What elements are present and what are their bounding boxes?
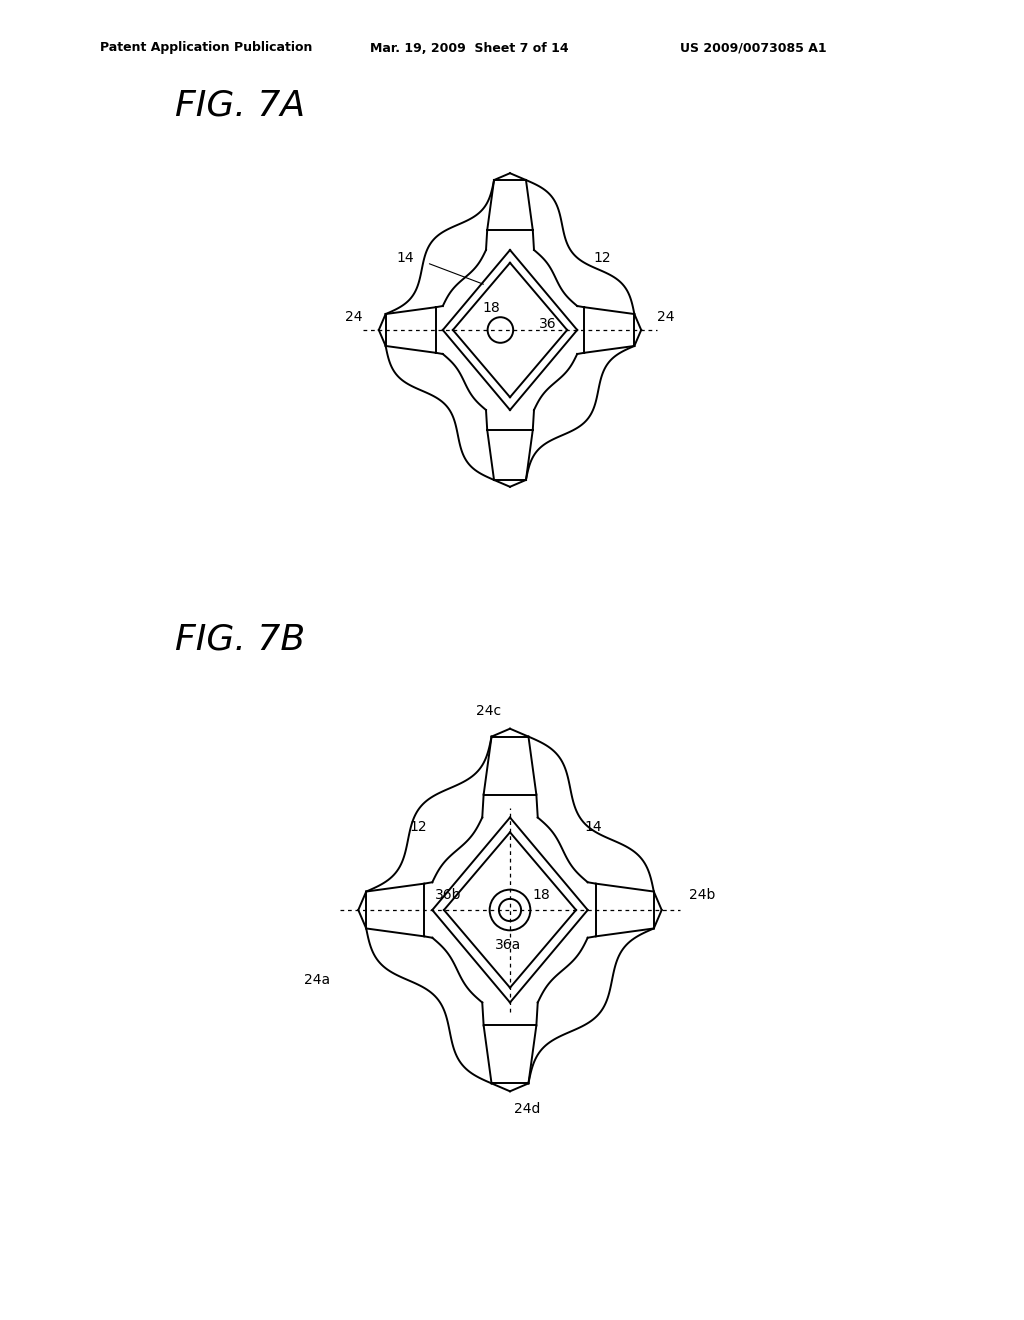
Text: 36a: 36a — [496, 937, 521, 952]
Text: 12: 12 — [410, 820, 427, 834]
Text: 24c: 24c — [475, 704, 501, 718]
Text: 14: 14 — [396, 251, 414, 265]
Text: 24d: 24d — [514, 1102, 540, 1117]
Text: 36b: 36b — [435, 888, 462, 902]
Text: 14: 14 — [584, 820, 602, 834]
Text: 18: 18 — [482, 301, 501, 314]
Text: 12: 12 — [593, 251, 611, 265]
Text: 18: 18 — [532, 888, 550, 902]
Text: US 2009/0073085 A1: US 2009/0073085 A1 — [680, 41, 826, 54]
Text: 24: 24 — [657, 310, 675, 325]
Text: FIG. 7A: FIG. 7A — [175, 88, 305, 121]
Text: Mar. 19, 2009  Sheet 7 of 14: Mar. 19, 2009 Sheet 7 of 14 — [370, 41, 568, 54]
Text: FIG. 7B: FIG. 7B — [175, 623, 305, 657]
Text: 24b: 24b — [689, 888, 716, 902]
Text: Patent Application Publication: Patent Application Publication — [100, 41, 312, 54]
Text: 24a: 24a — [304, 973, 331, 987]
Text: 24: 24 — [345, 310, 362, 325]
Text: 36: 36 — [539, 317, 556, 330]
